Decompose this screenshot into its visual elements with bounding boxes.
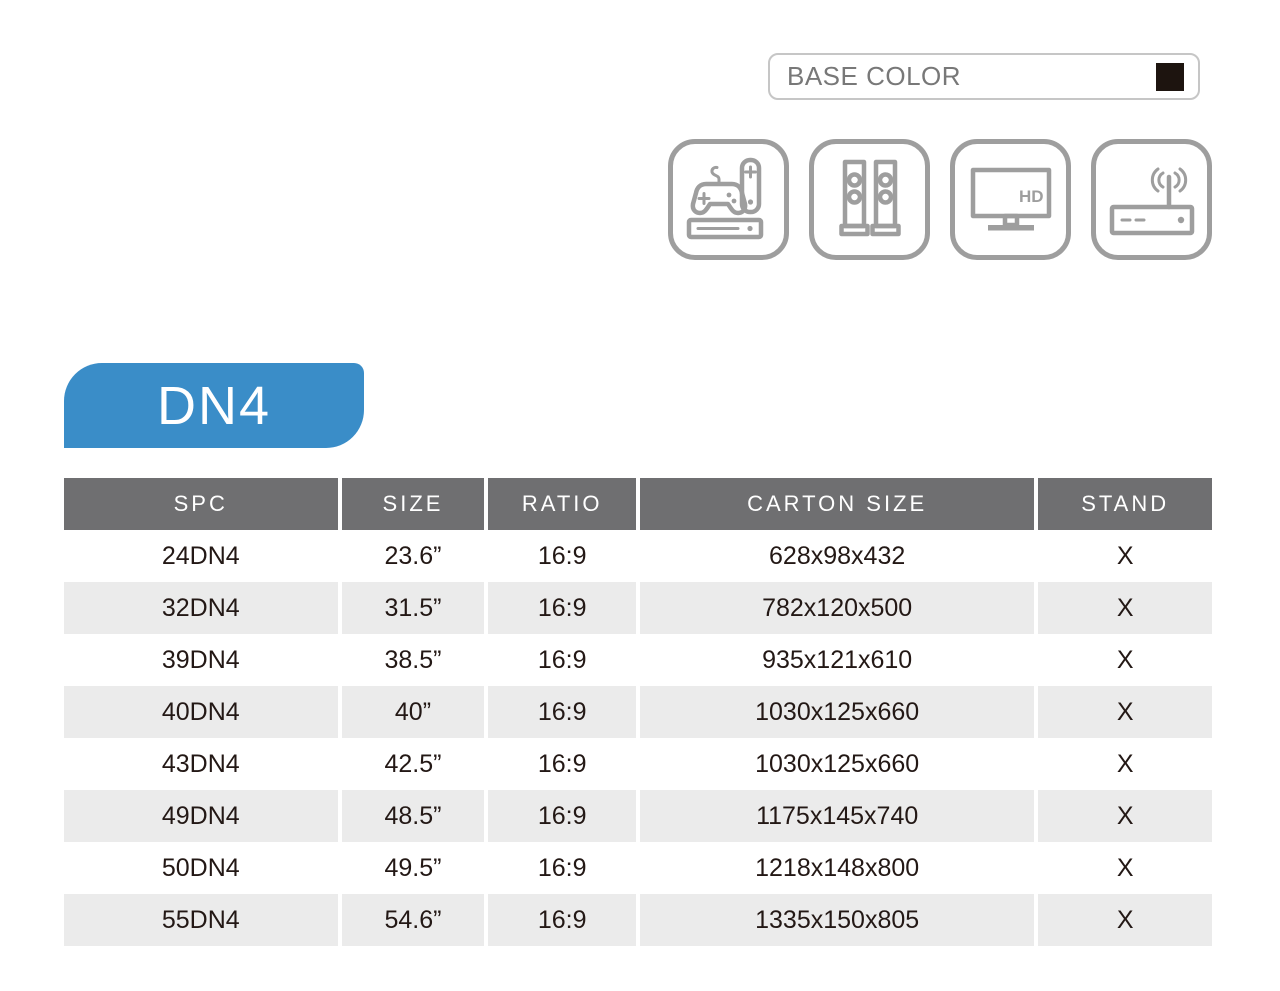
spec-table: SPC SIZE RATIO CARTON SIZE STAND 24DN4 23… — [64, 478, 1212, 946]
table-cell: 16:9 — [486, 530, 640, 582]
table-cell: 31.5” — [339, 582, 489, 634]
hd-label: HD — [1019, 187, 1044, 206]
table-cell: X — [1036, 686, 1212, 738]
table-row: 40DN4 40” 16:9 1030x125x660 X — [64, 686, 1212, 738]
table-cell: X — [1036, 738, 1212, 790]
table-cell: X — [1036, 894, 1212, 946]
base-color-swatch — [1156, 62, 1184, 91]
table-cell: X — [1036, 842, 1212, 894]
table-cell: 782x120x500 — [637, 582, 1039, 634]
table-cell: 1218x148x800 — [637, 842, 1039, 894]
table-cell: 55DN4 — [64, 894, 342, 946]
table-cell: 39DN4 — [64, 634, 342, 686]
header-stand: STAND — [1036, 478, 1212, 530]
table-cell: 50DN4 — [64, 842, 342, 894]
table-row: 49DN4 48.5” 16:9 1175x145x740 X — [64, 790, 1212, 842]
table-cell: 16:9 — [486, 686, 640, 738]
table-cell: 628x98x432 — [637, 530, 1039, 582]
header-size: SIZE — [339, 478, 489, 530]
table-cell: 1175x145x740 — [637, 790, 1039, 842]
table-cell: 40” — [339, 686, 489, 738]
table-cell: X — [1036, 634, 1212, 686]
table-cell: 42.5” — [339, 738, 489, 790]
table-cell: 32DN4 — [64, 582, 342, 634]
spec-table-body: 24DN4 23.6” 16:9 628x98x432 X 32DN4 31.5” 16:9 7… — [64, 530, 1212, 946]
table-cell: 935x121x610 — [637, 634, 1039, 686]
header-spc: SPC — [64, 478, 342, 530]
table-cell: 16:9 — [486, 894, 640, 946]
table-cell: 24DN4 — [64, 530, 342, 582]
table-cell: 43DN4 — [64, 738, 342, 790]
tv-hd-icon: HD — [950, 139, 1071, 260]
table-cell: 16:9 — [486, 738, 640, 790]
table-header-row: SPC SIZE RATIO CARTON SIZE STAND — [64, 478, 1212, 530]
table-cell: 16:9 — [486, 634, 640, 686]
table-cell: 1335x150x805 — [637, 894, 1039, 946]
table-cell: X — [1036, 530, 1212, 582]
game-console-icon — [668, 139, 789, 260]
table-row: 50DN4 49.5” 16:9 1218x148x800 X — [64, 842, 1212, 894]
table-cell: 16:9 — [486, 582, 640, 634]
table-cell: X — [1036, 790, 1212, 842]
base-color-box: BASE COLOR — [768, 53, 1200, 100]
table-cell: 38.5” — [339, 634, 489, 686]
base-color-label: BASE COLOR — [787, 61, 962, 91]
table-cell: 48.5” — [339, 790, 489, 842]
table-row: 24DN4 23.6” 16:9 628x98x432 X — [64, 530, 1212, 582]
header-carton-size: CARTON SIZE — [637, 478, 1039, 530]
table-cell: 49.5” — [339, 842, 489, 894]
table-cell: 1030x125x660 — [637, 686, 1039, 738]
table-cell: 16:9 — [486, 842, 640, 894]
series-badge-label: DN4 — [156, 375, 272, 436]
device-icons-row: HD — [668, 139, 1212, 260]
table-cell: 49DN4 — [64, 790, 342, 842]
table-row: 55DN4 54.6” 16:9 1335x150x805 X — [64, 894, 1212, 946]
table-row: 43DN4 42.5” 16:9 1030x125x660 X — [64, 738, 1212, 790]
table-cell: 1030x125x660 — [637, 738, 1039, 790]
speakers-icon — [809, 139, 930, 260]
series-badge: DN4 — [64, 363, 364, 448]
table-row: 39DN4 38.5” 16:9 935x121x610 X — [64, 634, 1212, 686]
table-row: 32DN4 31.5” 16:9 782x120x500 X — [64, 582, 1212, 634]
table-cell: 40DN4 — [64, 686, 342, 738]
header-ratio: RATIO — [486, 478, 640, 530]
wifi-router-icon — [1091, 139, 1212, 260]
table-cell: 54.6” — [339, 894, 489, 946]
table-cell: 16:9 — [486, 790, 640, 842]
table-cell: 23.6” — [339, 530, 489, 582]
table-cell: X — [1036, 582, 1212, 634]
